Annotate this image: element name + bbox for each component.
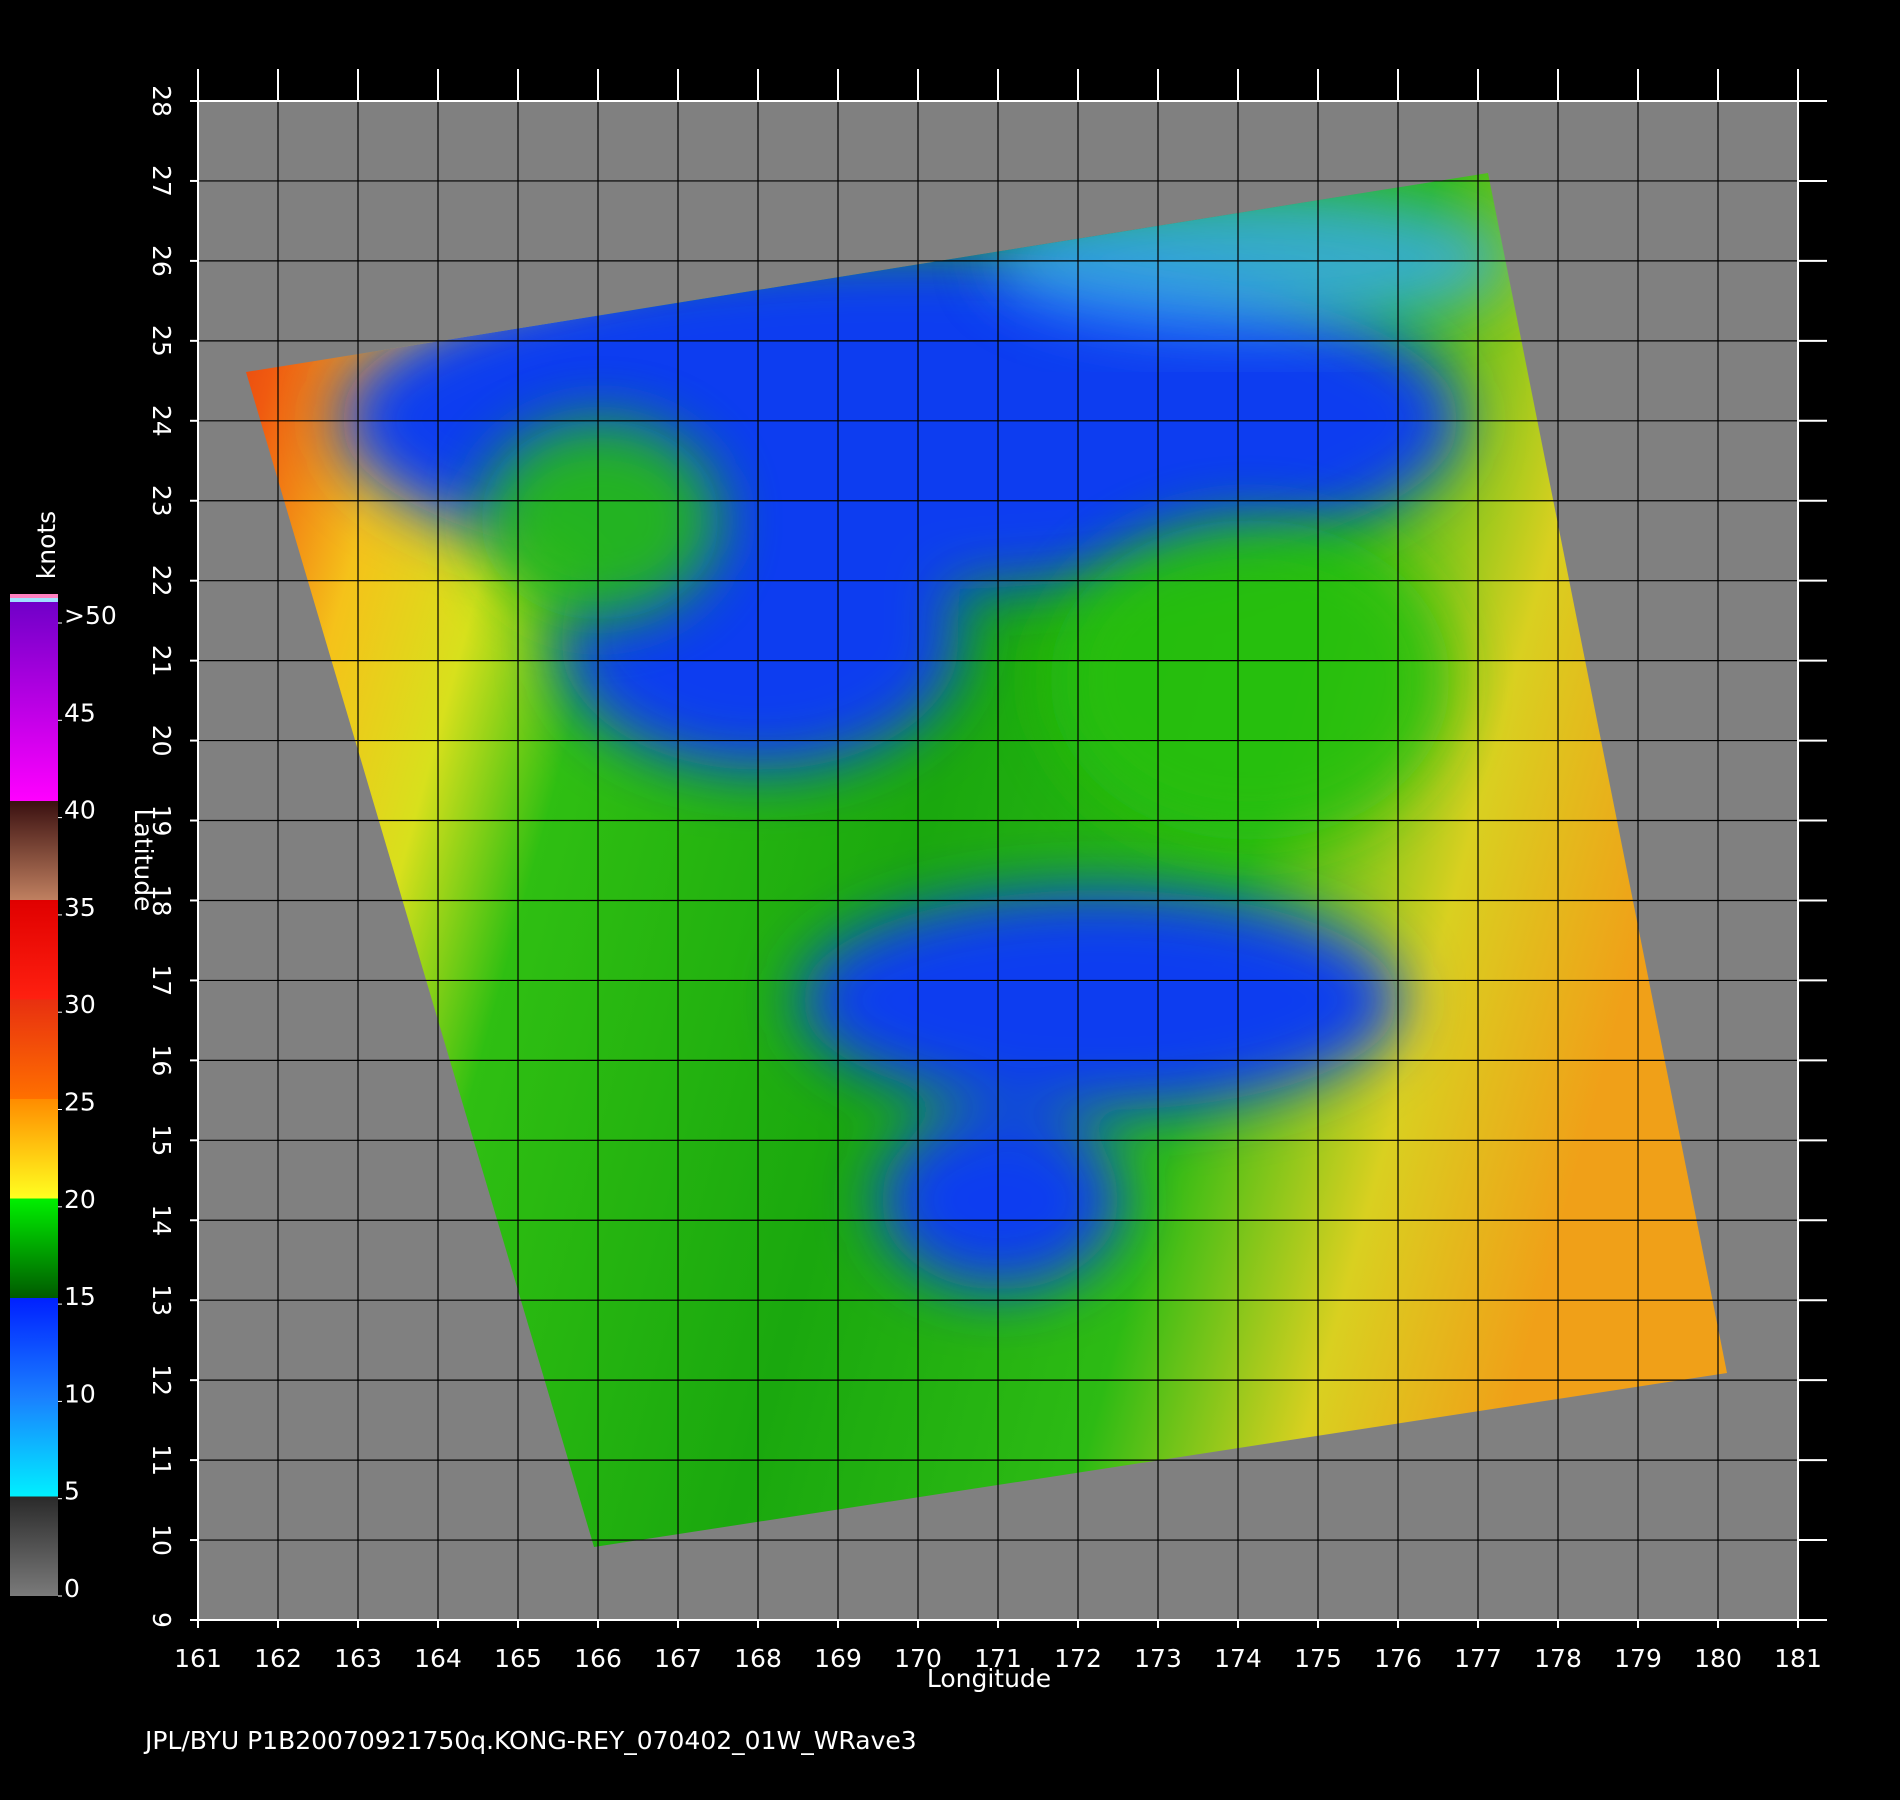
x-tick-label: 167 [654, 1644, 702, 1673]
colorbar-overflow [10, 598, 58, 602]
y-tick-label: 24 [147, 405, 176, 437]
y-tick-label: 12 [147, 1364, 176, 1396]
x-tick-label: 166 [574, 1644, 622, 1673]
x-tick-label: 161 [174, 1644, 222, 1673]
colorbar-tick-label: 15 [64, 1282, 96, 1311]
colorbar-tick-label: 35 [64, 893, 96, 922]
grid [197, 100, 1799, 1621]
y-tick-label: 9 [147, 1612, 176, 1628]
x-tick-label: 168 [734, 1644, 782, 1673]
x-tick-label: 172 [1054, 1644, 1102, 1673]
colorbar-tick-label: >50 [64, 601, 117, 630]
x-tick-label: 163 [334, 1644, 382, 1673]
colorbar-tick-label: 10 [64, 1379, 96, 1408]
y-tick-label: 27 [147, 165, 176, 197]
y-tick-label: 10 [147, 1524, 176, 1556]
x-tick-label: 176 [1374, 1644, 1422, 1673]
x-tick-label: 177 [1454, 1644, 1502, 1673]
y-axis-label: Latitude [129, 809, 158, 912]
x-tick-label: 164 [414, 1644, 462, 1673]
colorbar-tick-label: 30 [64, 990, 96, 1019]
colorbar [10, 602, 58, 1596]
y-tick-label: 28 [147, 85, 176, 117]
y-tick-label: 18 [147, 885, 176, 917]
y-tick-label: 22 [147, 565, 176, 597]
colorbar-tick-label: 20 [64, 1185, 96, 1214]
colorbar-tick-label: 40 [64, 796, 96, 825]
x-tick-label: 173 [1134, 1644, 1182, 1673]
y-tick-label: 19 [147, 805, 176, 837]
x-axis-label: Longitude [927, 1664, 1051, 1693]
y-tick-label: 21 [147, 645, 176, 677]
colorbar-tick-label: 5 [64, 1477, 80, 1506]
plot-frame [197, 100, 1799, 1621]
x-tick-label: 162 [254, 1644, 302, 1673]
y-tick-label: 23 [147, 485, 176, 517]
footer: JPL/BYU P1B20070921750q.KONG-REY_070402_… [143, 1726, 917, 1755]
y-tick-label: 15 [147, 1124, 176, 1156]
x-tick-label: 181 [1774, 1644, 1822, 1673]
x-tick-label: 171 [974, 1644, 1022, 1673]
y-tick-label: 25 [147, 325, 176, 357]
x-tick-label: 178 [1534, 1644, 1582, 1673]
x-tick-label: 175 [1294, 1644, 1342, 1673]
x-tick-label: 170 [894, 1644, 942, 1673]
colorbar-tick-label: 45 [64, 698, 96, 727]
colorbar-title: knots [32, 511, 61, 579]
colorbar-tick-label: 25 [64, 1088, 96, 1117]
x-tick-label: 180 [1694, 1644, 1742, 1673]
colorbar-overflow [10, 594, 58, 598]
y-tick-label: 11 [147, 1444, 176, 1476]
wind-speed-swath [246, 173, 1727, 1547]
y-tick-label: 17 [147, 965, 176, 997]
x-tick-label: 165 [494, 1644, 542, 1673]
y-tick-label: 16 [147, 1044, 176, 1076]
y-tick-label: 26 [147, 245, 176, 277]
y-tick-label: 20 [147, 725, 176, 757]
x-tick-label: 174 [1214, 1644, 1262, 1673]
y-tick-label: 14 [147, 1204, 176, 1236]
y-tick-label: 13 [147, 1284, 176, 1316]
x-tick-label: 169 [814, 1644, 862, 1673]
colorbar-tick-label: 0 [64, 1574, 80, 1603]
x-tick-label: 179 [1614, 1644, 1662, 1673]
